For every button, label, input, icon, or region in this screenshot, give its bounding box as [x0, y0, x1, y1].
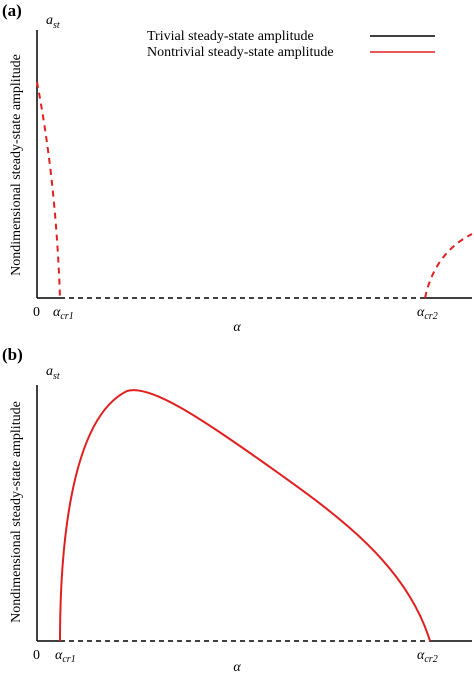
y-symbol-sub: st — [53, 20, 60, 31]
panel-label: (b) — [2, 345, 23, 364]
origin-label: 0 — [33, 305, 40, 320]
x-mark: αcr1 — [55, 648, 76, 665]
x-mark-sub: cr1 — [62, 654, 75, 665]
panel-label: (a) — [2, 1, 22, 20]
legend-entry: Nontrivial steady-state amplitude — [147, 45, 334, 60]
y-symbol-base: a — [46, 364, 53, 379]
nontrivial-branch — [59, 389, 431, 642]
y-symbol: ast — [46, 364, 60, 382]
y-symbol-sub: st — [53, 371, 60, 382]
x-mark-base: α — [55, 648, 63, 663]
x-mark-base: α — [417, 648, 425, 663]
y-symbol: ast — [46, 13, 60, 31]
x-mark: αcr2 — [417, 648, 438, 665]
origin-label: 0 — [33, 648, 40, 663]
x-mark-base: α — [53, 305, 61, 320]
x-mark-sub: cr1 — [60, 311, 73, 322]
x-mark: αcr1 — [53, 305, 74, 322]
x-label: α — [233, 320, 241, 335]
x-label: α — [233, 660, 241, 673]
y-label: Nondimensional steady-state amplitude — [9, 401, 24, 623]
x-mark-base: α — [417, 305, 425, 320]
nontrivial-branch — [36, 81, 61, 299]
y-symbol-base: a — [46, 13, 53, 28]
y-label: Nondimensional steady-state amplitude — [9, 54, 24, 276]
legend-entry: Trivial steady-state amplitude — [147, 29, 314, 44]
nontrivial-branch — [424, 233, 473, 299]
x-mark-sub: cr2 — [424, 311, 437, 322]
x-mark: αcr2 — [417, 305, 438, 322]
x-mark-sub: cr2 — [424, 654, 437, 665]
